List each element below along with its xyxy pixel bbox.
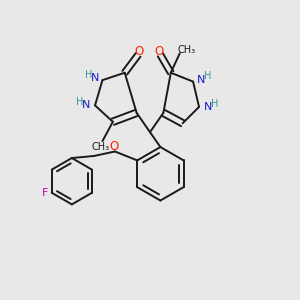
Text: H: H [76, 98, 83, 107]
Text: O: O [135, 45, 144, 58]
Text: N: N [82, 100, 90, 110]
Text: CH₃: CH₃ [92, 142, 110, 152]
Text: N: N [91, 74, 99, 83]
Text: H: H [211, 99, 218, 109]
Text: CH₃: CH₃ [177, 45, 195, 56]
Text: H: H [85, 70, 92, 80]
Text: N: N [197, 75, 206, 85]
Text: N: N [204, 102, 212, 112]
Text: O: O [110, 140, 119, 153]
Text: F: F [42, 188, 48, 198]
Text: O: O [154, 45, 164, 58]
Text: H: H [204, 71, 211, 81]
